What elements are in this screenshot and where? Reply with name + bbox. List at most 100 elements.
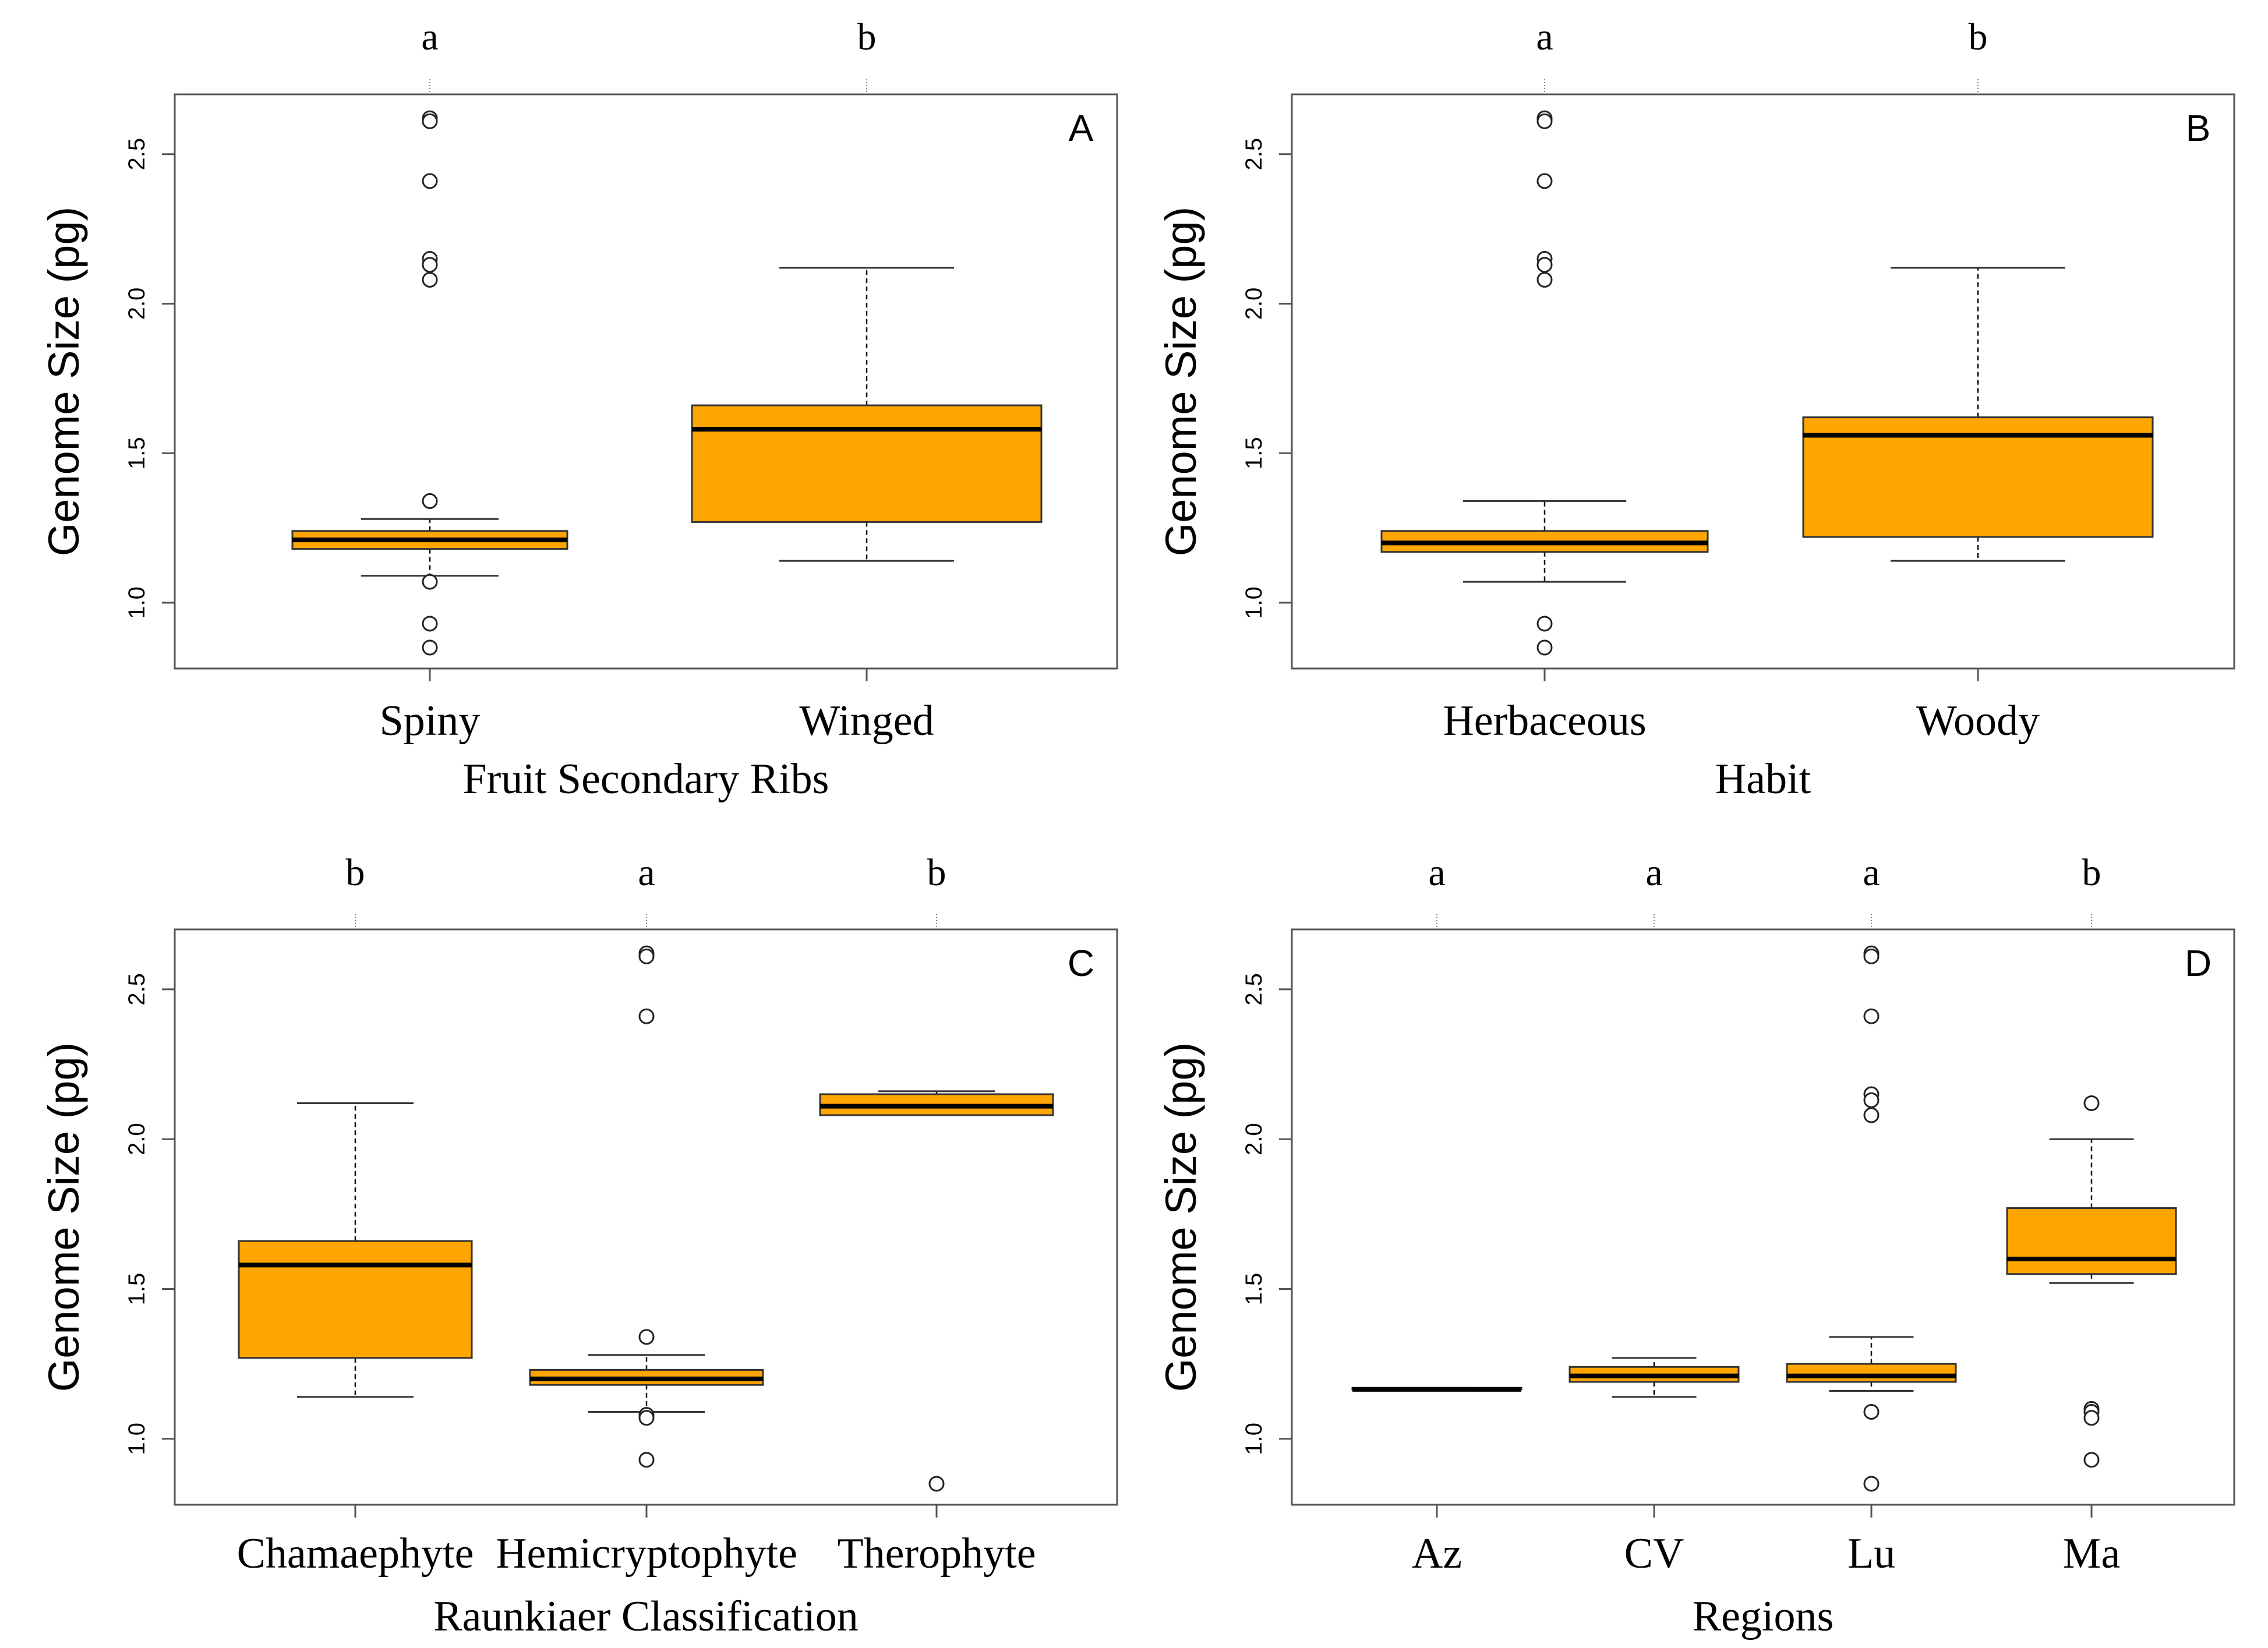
box-chamaephyte: Chamaephyte b [237,851,474,1578]
x-tick-label: Spiny [380,697,481,745]
outlier-point [422,574,438,590]
panel-letter: C [1068,942,1094,984]
y-tick-label: 2.0 [124,288,150,320]
significance-letter: a [1536,16,1553,58]
outlier-point [1536,173,1553,189]
outlier-point [1536,616,1553,632]
panel-letter: D [2185,942,2212,984]
box-spiny: Spiny a [291,16,568,745]
y-tick-label: 2.5 [124,138,150,171]
x-tick-label: Herbaceous [1443,697,1646,745]
y-axis-label: Genome Size (pg) [40,1042,88,1392]
plot-frame [1291,93,2235,670]
outlier-point [2083,1095,2100,1111]
x-tick-label: Ma [2063,1530,2121,1578]
outlier-point [638,1008,655,1024]
x-tick-label: Hemicryptophyte [496,1530,797,1578]
x-tick-label: Winged [799,697,934,745]
significance-letter: a [1863,851,1880,894]
significance-letter: b [1969,16,1988,58]
box-herbaceous: Herbaceous a [1380,16,1709,745]
outlier-point [638,1452,655,1468]
y-tick-label: 1.0 [1241,1423,1267,1455]
outlier-point [422,493,438,509]
y-axis-label: Genome Size (pg) [1157,1042,1205,1392]
iqr-box [1786,1363,1957,1383]
panel-letter: A [1069,107,1094,149]
x-tick-label: Woody [1916,697,2040,745]
box-cv: CV a [1568,851,1740,1578]
x-axis-label: Fruit Secondary Ribs [463,755,829,803]
outlier-point [638,1410,655,1426]
x-tick-label: Chamaephyte [237,1530,474,1578]
significance-letter: b [927,851,946,894]
outlier-point [1536,271,1553,288]
outlier-point [1863,1092,1880,1108]
outlier-point [1536,257,1553,273]
outlier-point [1863,1107,1880,1123]
significance-letter: b [346,851,365,894]
significance-letter: a [638,851,655,894]
y-tick-label: 1.0 [1241,586,1267,619]
box-hemicryptophyte: Hemicryptophyte a [496,851,797,1578]
outlier-point [1536,113,1553,129]
y-tick-label: 2.0 [1241,1123,1267,1155]
outlier-point [1863,1008,1880,1024]
outlier-point [422,173,438,189]
outlier-point [1536,639,1553,656]
outlier-point [928,1476,945,1492]
x-tick-label: Az [1412,1530,1462,1578]
outlier-point [1863,948,1880,964]
outlier-point [422,271,438,288]
panel-c: C 1.0 1.5 2.0 2.5 Genome Size (pg) Raunkiaer C… [40,851,1118,1640]
y-axis-label: Genome Size (pg) [1157,207,1205,557]
significance-letter: a [1428,851,1445,894]
outlier-point [1863,1476,1880,1492]
y-tick-label: 1.5 [1241,1273,1267,1306]
plot-frame [1291,928,2235,1506]
box-ma: Ma b [2006,851,2177,1578]
significance-letter: b [2082,851,2101,894]
box-woody: Woody b [1802,16,2154,745]
outlier-point [1863,1403,1880,1420]
y-tick-label: 2.0 [1241,288,1267,320]
significance-letter: a [1645,851,1662,894]
significance-letter: b [857,16,877,58]
box-az: Az a [1351,851,1522,1578]
outlier-point [422,639,438,656]
box-winged: Winged b [691,16,1043,745]
y-tick-label: 1.0 [124,586,150,619]
iqr-box [2006,1207,2177,1275]
x-tick-label: Therophyte [837,1530,1036,1578]
y-tick-label: 1.5 [1241,437,1267,469]
box-therophyte: Therophyte b [819,851,1054,1578]
box-lu: Lu a [1786,851,1957,1578]
x-tick-label: CV [1624,1530,1684,1578]
x-axis-label: Regions [1693,1593,1834,1640]
plot-frame [174,93,1118,670]
outlier-point [422,113,438,129]
outlier-point [2083,1452,2100,1468]
y-tick-label: 2.0 [124,1123,150,1155]
panel-a: A 1.0 1.5 2.0 2.5 Genome Size (pg) Fruit Secon… [40,16,1118,803]
panel-letter: B [2186,107,2211,149]
y-tick-label: 2.5 [124,973,150,1006]
y-tick-label: 1.0 [124,1423,150,1455]
outlier-point [638,948,655,964]
y-tick-label: 1.5 [124,437,150,469]
y-tick-label: 2.5 [1241,973,1267,1006]
y-tick-label: 1.5 [124,1273,150,1306]
outlier-point [2083,1410,2100,1426]
iqr-box [238,1240,473,1359]
outlier-point [422,616,438,632]
x-axis-label: Raunkiaer Classification [433,1593,859,1640]
outlier-point [422,257,438,273]
iqr-box [691,404,1043,523]
significance-letter: a [421,16,438,58]
y-tick-label: 2.5 [1241,138,1267,171]
outlier-point [638,1329,655,1345]
